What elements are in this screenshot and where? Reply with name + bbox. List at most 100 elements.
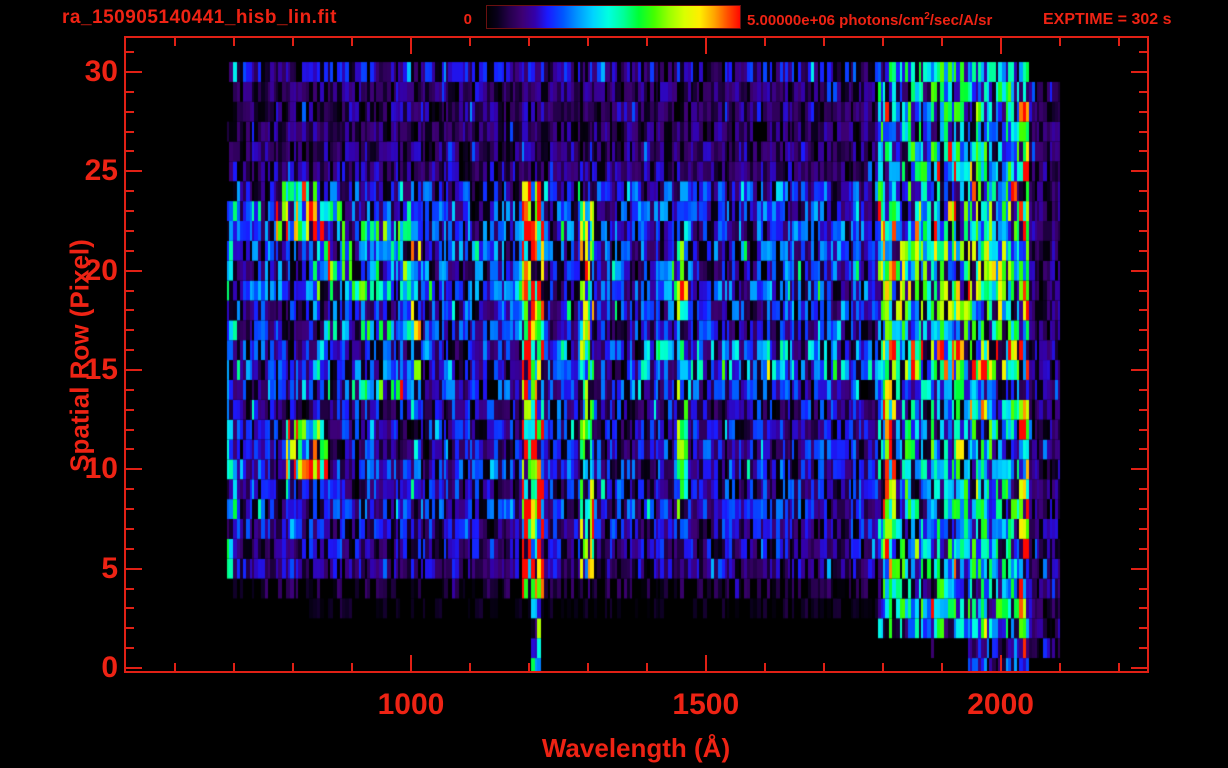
x-minor-tick-top xyxy=(233,37,235,46)
x-minor-tick-top xyxy=(351,37,353,46)
y-major-tick xyxy=(125,667,142,669)
y-minor-tick-right xyxy=(1139,548,1148,550)
x-minor-tick-top xyxy=(1059,37,1061,46)
x-major-tick-top xyxy=(705,37,707,54)
y-minor-tick-right xyxy=(1139,131,1148,133)
y-tick-label: 5 xyxy=(101,551,118,585)
y-minor-tick xyxy=(125,627,134,629)
x-major-tick-top xyxy=(410,37,412,54)
y-major-tick xyxy=(125,270,142,272)
y-minor-tick xyxy=(125,131,134,133)
y-minor-tick xyxy=(125,51,134,53)
y-tick-label: 15 xyxy=(84,353,118,386)
y-minor-tick xyxy=(125,190,134,192)
exptime-label: EXPTIME = 302 s xyxy=(1043,11,1172,28)
y-minor-tick xyxy=(125,429,134,431)
y-minor-tick-right xyxy=(1139,409,1148,411)
x-major-tick-top xyxy=(1000,37,1002,54)
y-minor-tick-right xyxy=(1139,607,1148,609)
y-major-tick xyxy=(125,568,142,570)
x-tick-label: 1500 xyxy=(672,688,740,721)
y-minor-tick-right xyxy=(1139,150,1148,152)
y-major-tick-right xyxy=(1131,568,1148,570)
y-minor-tick-right xyxy=(1139,111,1148,113)
y-major-tick xyxy=(125,71,142,73)
y-major-tick-right xyxy=(1131,667,1148,669)
y-minor-tick xyxy=(125,329,134,331)
y-minor-tick xyxy=(125,409,134,411)
y-minor-tick-right xyxy=(1139,309,1148,311)
colorbar-min-label: 0 xyxy=(463,11,472,28)
x-minor-tick xyxy=(1118,663,1120,672)
y-minor-tick-right xyxy=(1139,508,1148,510)
plot-title: ra_150905140441_hisb_lin.fit xyxy=(62,7,337,28)
y-minor-tick-right xyxy=(1139,51,1148,53)
x-minor-tick xyxy=(882,663,884,672)
y-minor-tick-right xyxy=(1139,290,1148,292)
spectral-image-canvas xyxy=(126,38,1147,671)
y-minor-tick xyxy=(125,448,134,450)
y-major-tick xyxy=(125,468,142,470)
y-minor-tick xyxy=(125,488,134,490)
x-major-tick xyxy=(705,655,707,672)
y-minor-tick-right xyxy=(1139,190,1148,192)
y-minor-tick xyxy=(125,588,134,590)
x-minor-tick xyxy=(469,663,471,672)
colorbar-units-suffix: /sec/A/sr xyxy=(929,12,993,29)
colorbar-max-label: 5.00000e+06 photons/cm2/sec/A/sr xyxy=(747,11,992,29)
x-major-tick xyxy=(1000,655,1002,672)
x-tick-label: 2000 xyxy=(967,688,1034,721)
y-minor-tick xyxy=(125,250,134,252)
colorbar-max-text: 5.00000e+06 photons/cm xyxy=(747,12,925,29)
plot-frame xyxy=(124,36,1149,673)
y-major-tick-right xyxy=(1131,468,1148,470)
x-minor-tick xyxy=(174,663,176,672)
y-major-tick xyxy=(125,170,142,172)
y-minor-tick xyxy=(125,349,134,351)
x-minor-tick-top xyxy=(469,37,471,46)
y-tick-label: 30 xyxy=(84,55,118,88)
y-minor-tick-right xyxy=(1139,647,1148,649)
x-minor-tick-top xyxy=(1118,37,1120,46)
y-minor-tick xyxy=(125,607,134,609)
x-minor-tick xyxy=(233,663,235,672)
x-minor-tick-top xyxy=(174,37,176,46)
x-minor-tick-top xyxy=(764,37,766,46)
y-major-tick-right xyxy=(1131,71,1148,73)
y-minor-tick xyxy=(125,508,134,510)
colorbar-units-superscript: 2 xyxy=(924,11,930,22)
x-minor-tick-top xyxy=(941,37,943,46)
y-minor-tick xyxy=(125,91,134,93)
y-major-tick xyxy=(125,369,142,371)
x-minor-tick xyxy=(823,663,825,672)
colorbar-gradient xyxy=(486,5,741,29)
x-minor-tick xyxy=(587,663,589,672)
y-major-tick-right xyxy=(1131,270,1148,272)
y-tick-label: 0 xyxy=(101,651,118,684)
y-minor-tick xyxy=(125,389,134,391)
y-minor-tick xyxy=(125,548,134,550)
x-minor-tick xyxy=(941,663,943,672)
y-minor-tick-right xyxy=(1139,389,1148,391)
x-minor-tick-top xyxy=(292,37,294,46)
x-minor-tick-top xyxy=(528,37,530,46)
y-minor-tick xyxy=(125,150,134,152)
y-major-tick-right xyxy=(1131,170,1148,172)
x-minor-tick-top xyxy=(882,37,884,46)
y-minor-tick-right xyxy=(1139,429,1148,431)
y-minor-tick xyxy=(125,528,134,530)
y-minor-tick-right xyxy=(1139,230,1148,232)
y-minor-tick xyxy=(125,111,134,113)
y-minor-tick xyxy=(125,230,134,232)
y-minor-tick xyxy=(125,309,134,311)
y-tick-label: 25 xyxy=(84,154,118,188)
y-minor-tick-right xyxy=(1139,349,1148,351)
y-minor-tick-right xyxy=(1139,329,1148,331)
x-minor-tick xyxy=(1059,663,1061,672)
y-minor-tick xyxy=(125,210,134,212)
y-minor-tick xyxy=(125,290,134,292)
y-major-tick-right xyxy=(1131,369,1148,371)
y-minor-tick-right xyxy=(1139,210,1148,212)
x-minor-tick xyxy=(292,663,294,672)
